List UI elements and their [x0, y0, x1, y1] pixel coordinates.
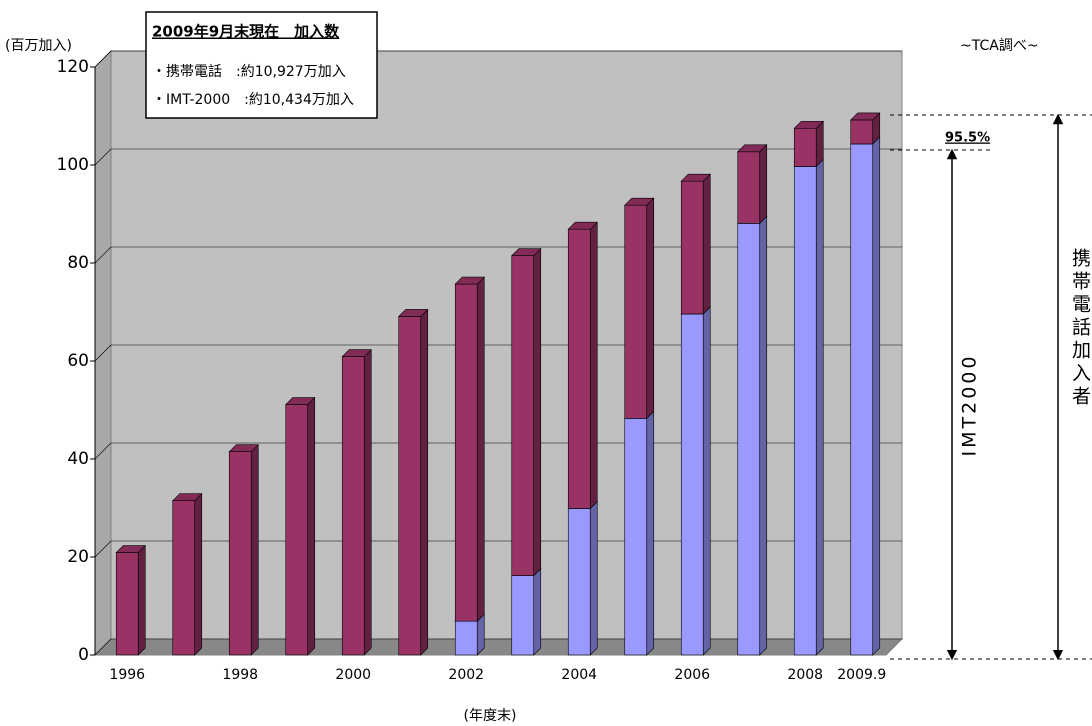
y-tick-label: 120 — [57, 57, 89, 77]
grid-line — [94, 50, 112, 68]
y-tick-label: 0 — [78, 645, 89, 665]
y-tick-label: 60 — [67, 351, 89, 371]
bar-segment — [793, 166, 817, 656]
bar-segment — [850, 119, 874, 145]
bar-side — [137, 544, 146, 656]
bar-side — [533, 247, 542, 577]
x-tick-label: 2002 — [448, 667, 484, 683]
source-note: ~TCA調べ~ — [960, 38, 1039, 54]
bar-segment — [793, 127, 817, 167]
grid-line — [94, 148, 112, 166]
bar-side — [815, 158, 824, 656]
bar-top — [850, 112, 881, 121]
bar-side — [476, 276, 485, 622]
bar-segment — [341, 356, 365, 656]
x-tick-label: 1998 — [222, 667, 258, 683]
info-title: 2009年9月末現在 加入数 — [152, 23, 340, 41]
bar-segment — [511, 255, 535, 576]
bar-side — [815, 120, 824, 168]
bar-top — [115, 545, 146, 553]
bar-side — [194, 492, 203, 656]
bar-top — [172, 493, 203, 501]
bar-segment — [624, 204, 648, 419]
y-unit-label: (百万加入) — [5, 38, 72, 54]
bar-top — [680, 173, 711, 182]
bar-segment — [228, 451, 252, 656]
bar-side — [759, 215, 768, 656]
bar-side — [589, 500, 598, 656]
grid-line — [94, 638, 112, 656]
bar-segment — [115, 552, 139, 656]
bar-top — [285, 397, 316, 405]
info-line: ・携帯電話 :約10,927万加入 — [152, 63, 346, 80]
bar-side — [702, 306, 711, 656]
bar-segment — [454, 283, 478, 622]
bar-side — [646, 197, 655, 420]
bar-top — [398, 309, 429, 317]
x-tick-label: 2000 — [335, 667, 371, 683]
x-tick-label: 2009.9 — [837, 667, 886, 683]
bar-segment — [285, 404, 309, 656]
bar-top — [737, 144, 768, 153]
bar-segment — [398, 316, 422, 656]
bar-segment — [454, 620, 478, 656]
bar-segment — [624, 418, 648, 656]
bar-segment — [567, 508, 591, 656]
bar-segment — [737, 223, 761, 656]
imt-label: IMT2000 — [959, 354, 981, 457]
y-tick-label: 100 — [57, 155, 89, 175]
floor — [93, 638, 904, 656]
y-tick-label: 20 — [67, 547, 89, 567]
grid-line — [94, 442, 112, 460]
bar-top — [511, 248, 542, 256]
x-tick-label: 2006 — [674, 667, 710, 683]
x-axis-title: (年度末) — [464, 708, 517, 724]
bar-top — [793, 120, 824, 129]
bar-side — [759, 144, 768, 225]
bar-top — [454, 276, 485, 285]
bar-side — [533, 567, 542, 656]
bar-segment — [680, 180, 704, 315]
bar-segment — [680, 313, 704, 656]
bar-side — [250, 443, 259, 656]
guides — [890, 114, 1092, 660]
bar-side — [363, 348, 372, 656]
share-label: 95.5% — [945, 131, 990, 146]
total-label: 携帯電話加入者 — [1069, 248, 1091, 409]
bar-segment — [172, 500, 196, 656]
bar-top — [567, 221, 598, 230]
bar-side — [646, 410, 655, 656]
y-tick-label: 40 — [67, 449, 89, 469]
bar-side — [420, 308, 429, 656]
bar-top — [624, 197, 655, 206]
bar-side — [872, 136, 881, 656]
bar-segment — [567, 228, 591, 509]
bar-top — [341, 349, 372, 357]
bar-side — [589, 221, 598, 510]
grid-line — [94, 344, 112, 362]
x-tick-label: 1996 — [109, 667, 145, 683]
grid-line — [94, 246, 112, 264]
bar-segment — [511, 575, 535, 656]
bar-side — [307, 396, 316, 656]
x-tick-label: 2004 — [561, 667, 597, 683]
bar-side — [702, 173, 711, 315]
grid-line — [94, 540, 112, 558]
bar-top — [228, 444, 259, 452]
bar-segment — [737, 151, 761, 224]
info-box — [145, 11, 378, 119]
x-tick-label: 2008 — [787, 667, 823, 683]
info-line: ・IMT-2000 :約10,434万加入 — [152, 92, 354, 108]
bar-segment — [850, 143, 874, 656]
y-tick-label: 80 — [67, 253, 89, 273]
